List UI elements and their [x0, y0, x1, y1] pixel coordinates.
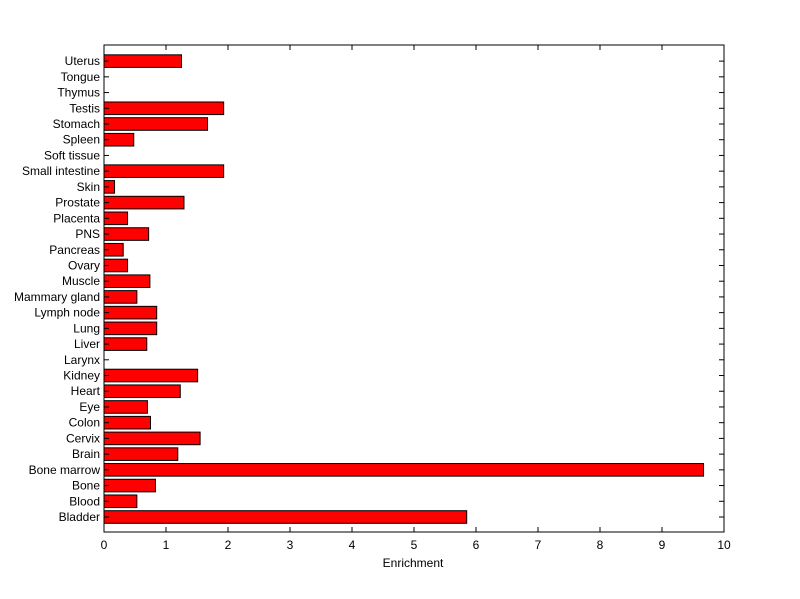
bar-cervix: [103, 431, 201, 446]
y-tick-label-placenta: Placenta: [53, 211, 100, 225]
bar-bone-marrow: [103, 463, 705, 477]
bar-lung: [103, 321, 158, 336]
y-tick-label-tongue: Tongue: [61, 70, 101, 84]
x-tick-label-3: 3: [287, 538, 294, 552]
bar-kidney: [103, 368, 199, 383]
y-tick-label-bladder: Bladder: [59, 510, 100, 524]
y-tick-label-kidney: Kidney: [63, 369, 100, 383]
y-tick-label-eye: Eye: [79, 400, 100, 414]
y-tick-label-brain: Brain: [72, 447, 100, 461]
y-tick-label-thymus: Thymus: [57, 86, 100, 100]
y-tick-label-blood: Blood: [69, 494, 100, 508]
y-tick-label-testis: Testis: [69, 101, 100, 115]
x-tick-label-6: 6: [473, 538, 480, 552]
bar-bladder: [103, 510, 468, 524]
x-tick-label-0: 0: [101, 538, 108, 552]
x-tick-label-7: 7: [535, 538, 542, 552]
bar-testis: [103, 101, 225, 116]
y-tick-label-pns: PNS: [75, 227, 100, 241]
y-tick-label-heart: Heart: [71, 384, 101, 398]
y-tick-label-liver: Liver: [74, 337, 100, 351]
x-tick-label-5: 5: [411, 538, 418, 552]
y-tick-label-spleen: Spleen: [63, 133, 100, 147]
y-tick-label-lung: Lung: [73, 321, 100, 335]
x-tick-label-4: 4: [349, 538, 356, 552]
y-tick-label-lymph-node: Lymph node: [34, 306, 100, 320]
x-tick-label-2: 2: [225, 538, 232, 552]
plot-frame: [103, 44, 725, 533]
bar-stomach: [103, 117, 209, 131]
y-tick-label-skin: Skin: [77, 180, 100, 194]
x-tick-label-1: 1: [163, 538, 170, 552]
y-tick-label-pancreas: Pancreas: [49, 243, 100, 257]
bar-muscle: [103, 274, 151, 288]
bar-heart: [103, 384, 181, 399]
y-tick-label-cervix: Cervix: [66, 431, 100, 445]
bar-small-intestine: [103, 164, 225, 178]
y-tick-label-colon: Colon: [69, 416, 100, 430]
y-tick-label-small-intestine: Small intestine: [22, 164, 100, 178]
bar-uterus: [103, 54, 182, 68]
bar-colon: [103, 415, 151, 430]
bar-pns: [103, 227, 150, 241]
y-tick-label-soft-tissue: Soft tissue: [44, 148, 100, 162]
y-tick-label-bone: Bone: [72, 479, 100, 493]
bar-bone: [103, 478, 156, 493]
y-tick-label-stomach: Stomach: [53, 117, 100, 131]
bar-liver: [103, 337, 148, 351]
y-tick-label-larynx: Larynx: [64, 353, 100, 367]
bar-lymph-node: [103, 305, 158, 320]
x-tick-label-10: 10: [717, 538, 731, 552]
bar-eye: [103, 400, 148, 414]
bar-brain: [103, 447, 179, 461]
y-tick-label-mammary-gland: Mammary gland: [14, 290, 100, 304]
bar-prostate: [103, 195, 185, 210]
y-tick-label-uterus: Uterus: [65, 54, 100, 68]
y-tick-label-muscle: Muscle: [62, 274, 100, 288]
y-tick-label-ovary: Ovary: [68, 258, 100, 272]
x-tick-label-9: 9: [659, 538, 666, 552]
x-axis-label: Enrichment: [383, 556, 444, 570]
x-tick-label-8: 8: [597, 538, 604, 552]
y-tick-label-prostate: Prostate: [55, 196, 100, 210]
y-tick-label-bone-marrow: Bone marrow: [29, 463, 101, 477]
